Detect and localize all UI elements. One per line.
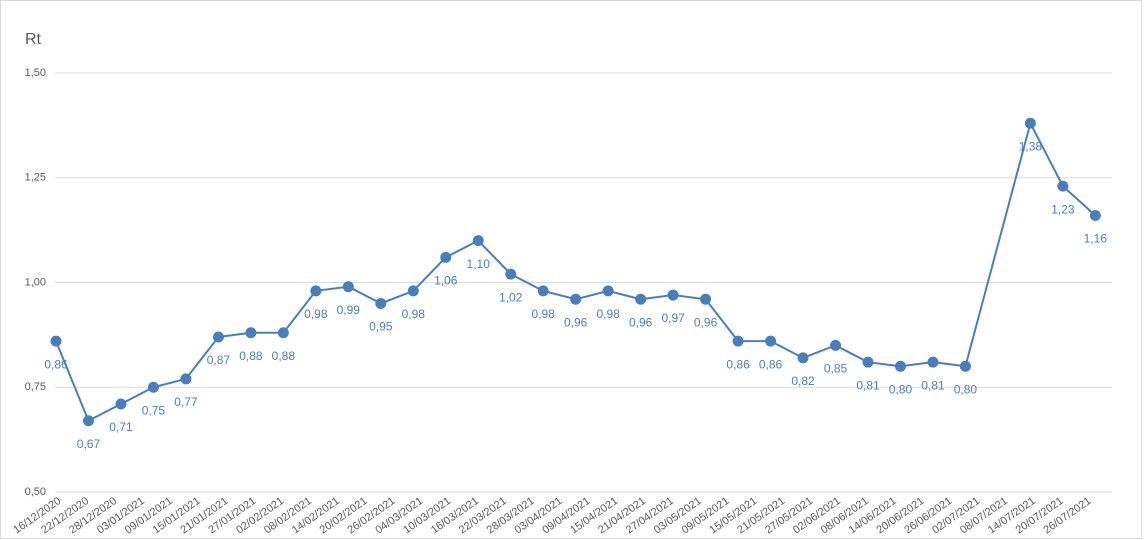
marker: [602, 285, 614, 297]
data-label: 1,23: [1051, 202, 1075, 216]
data-label: 0,71: [109, 420, 133, 434]
marker: [894, 360, 906, 372]
marker: [505, 268, 517, 280]
marker: [1057, 180, 1069, 192]
data-label: 0,80: [889, 382, 913, 396]
y-axis-title: Rt: [25, 31, 42, 48]
data-label: 0,88: [239, 349, 263, 363]
data-label: 0,96: [694, 315, 718, 329]
data-label: 0,86: [44, 357, 68, 371]
marker: [212, 331, 224, 343]
marker: [667, 289, 679, 301]
data-label: 0,97: [661, 311, 685, 325]
data-label: 0,98: [304, 307, 328, 321]
data-label: 0,80: [954, 382, 978, 396]
marker: [927, 356, 939, 368]
y-tick-label: 1,25: [25, 172, 46, 184]
data-label: 0,95: [369, 320, 393, 334]
marker: [82, 415, 94, 427]
y-tick-label: 1,00: [25, 276, 46, 288]
data-label: 0,86: [759, 357, 783, 371]
data-label: 0,77: [174, 395, 198, 409]
data-label: 0,87: [207, 353, 231, 367]
marker: [115, 398, 127, 410]
marker: [50, 335, 62, 347]
marker: [1089, 209, 1101, 221]
marker: [245, 327, 257, 339]
data-label: 0,67: [77, 437, 101, 451]
data-label: 0,81: [921, 378, 945, 392]
marker: [959, 360, 971, 372]
marker: [732, 335, 744, 347]
data-label: 0,98: [532, 307, 556, 321]
data-label: 1,38: [1019, 139, 1043, 153]
marker: [375, 297, 387, 309]
data-label: 1,06: [434, 274, 458, 288]
data-label: 0,96: [629, 315, 653, 329]
marker: [862, 356, 874, 368]
marker: [635, 293, 647, 305]
data-label: 0,86: [726, 357, 750, 371]
y-tick-label: 0,75: [25, 381, 46, 393]
data-label: 0,82: [791, 374, 815, 388]
marker: [180, 373, 192, 385]
y-tick-label: 1,50: [25, 67, 46, 79]
marker: [1024, 117, 1036, 129]
data-label: 0,75: [142, 403, 166, 417]
data-label: 0,85: [824, 362, 848, 376]
data-label: 1,10: [467, 257, 491, 271]
data-label: 1,02: [499, 290, 523, 304]
data-label: 1,16: [1084, 232, 1108, 246]
marker: [537, 285, 549, 297]
data-label: 0,96: [564, 315, 588, 329]
y-tick-label: 0,50: [25, 486, 46, 498]
marker: [700, 293, 712, 305]
data-label: 0,88: [272, 349, 296, 363]
marker: [830, 339, 842, 351]
marker: [797, 352, 809, 364]
marker: [147, 381, 159, 393]
marker: [277, 327, 289, 339]
marker: [472, 235, 484, 247]
data-label: 0,98: [402, 307, 426, 321]
marker: [570, 293, 582, 305]
data-label: 0,99: [337, 303, 361, 317]
marker: [440, 251, 452, 263]
marker: [310, 285, 322, 297]
marker: [765, 335, 777, 347]
data-label: 0,81: [856, 378, 880, 392]
marker: [407, 285, 419, 297]
data-label: 0,98: [596, 307, 620, 321]
marker: [342, 281, 354, 293]
